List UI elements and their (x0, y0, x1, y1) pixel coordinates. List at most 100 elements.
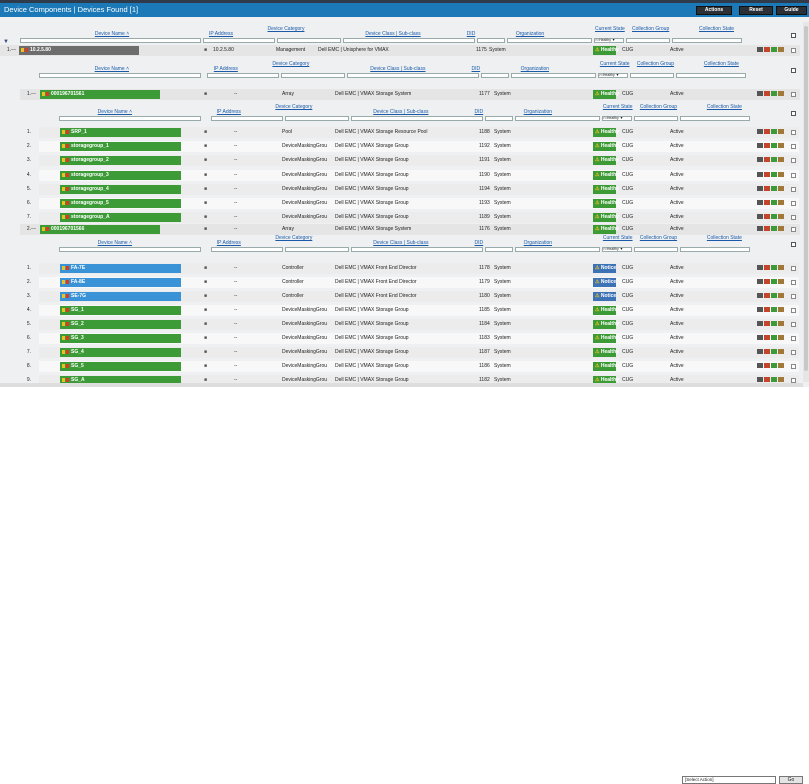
row-action-icons[interactable] (757, 127, 785, 138)
bar-graph-icon[interactable] (66, 157, 69, 162)
filter-input-collection-state[interactable] (672, 38, 742, 43)
col-current-state-header[interactable]: Current State (599, 61, 630, 67)
row-checkbox[interactable] (791, 144, 796, 149)
pencil-icon[interactable] (62, 186, 65, 191)
filter-input-device-class[interactable] (343, 38, 475, 43)
pencil-icon[interactable] (62, 279, 65, 284)
col-organization-header[interactable]: Organization (515, 31, 545, 37)
pencil-icon[interactable] (42, 226, 45, 231)
printer-icon[interactable] (757, 214, 763, 220)
filter-input-ip-address[interactable] (210, 247, 283, 252)
tools-icon[interactable] (764, 279, 770, 285)
printer-icon[interactable] (757, 91, 763, 97)
bar-graph-icon[interactable] (66, 377, 69, 382)
gear-icon[interactable] (778, 91, 784, 97)
device-name-link[interactable]: storagegroup_A (60, 213, 181, 222)
filter-input-device-class[interactable] (350, 116, 483, 121)
printer-icon[interactable] (757, 377, 763, 383)
tag-icon[interactable] (771, 91, 777, 97)
printer-icon[interactable] (757, 279, 763, 285)
col-current-state-header[interactable]: Current State (602, 104, 633, 110)
gear-icon[interactable] (778, 321, 784, 327)
filter-input-device-category[interactable] (280, 73, 345, 78)
col-device-class-header[interactable]: Device Class | Sub-class (370, 66, 426, 72)
gear-icon[interactable] (778, 47, 784, 53)
tools-icon[interactable] (764, 265, 770, 271)
col-collection-state-header[interactable]: Collection State (699, 26, 735, 32)
filter-icon[interactable]: ▼ (3, 39, 9, 45)
select-all-checkbox[interactable] (791, 242, 796, 247)
gear-icon[interactable] (778, 279, 784, 285)
reset-button[interactable]: Reset (739, 6, 773, 15)
tag-icon[interactable] (771, 129, 777, 135)
printer-icon[interactable] (757, 265, 763, 271)
collapse-toggle[interactable]: — (11, 47, 16, 53)
pencil-icon[interactable] (62, 157, 65, 162)
device-name-link[interactable]: SG_2 (60, 320, 181, 329)
horizontal-scrollbar[interactable] (0, 383, 803, 387)
filter-input-collection-group[interactable] (626, 38, 670, 43)
bar-graph-icon[interactable] (66, 143, 69, 148)
row-action-icons[interactable] (757, 333, 785, 344)
pencil-icon[interactable] (62, 214, 65, 219)
tag-icon[interactable] (771, 186, 777, 192)
filter-input-collection-group[interactable] (633, 116, 678, 121)
tag-icon[interactable] (771, 279, 777, 285)
tools-icon[interactable] (764, 129, 770, 135)
printer-icon[interactable] (757, 172, 763, 178)
tag-icon[interactable] (771, 349, 777, 355)
row-action-icons[interactable] (757, 184, 785, 195)
pencil-icon[interactable] (62, 293, 65, 298)
printer-icon[interactable] (757, 335, 763, 341)
printer-icon[interactable] (757, 293, 763, 299)
pencil-icon[interactable] (62, 335, 65, 340)
col-collection-group-header[interactable]: Collection Group (639, 104, 678, 110)
tag-icon[interactable] (771, 335, 777, 341)
pencil-icon[interactable] (62, 143, 65, 148)
tools-icon[interactable] (764, 293, 770, 299)
tools-icon[interactable] (764, 363, 770, 369)
filter-input-did[interactable] (477, 38, 505, 43)
bar-graph-icon[interactable] (66, 363, 69, 368)
tag-icon[interactable] (771, 157, 777, 163)
device-name-link[interactable]: 000196701566 (40, 225, 160, 234)
row-checkbox[interactable] (791, 322, 796, 327)
col-collection-state-header[interactable]: Collection State (706, 235, 742, 241)
col-device-category-header[interactable]: Device Category (275, 104, 313, 110)
printer-icon[interactable] (757, 186, 763, 192)
filter-input-current-state[interactable]: >=Healthy ▼ (601, 116, 632, 121)
col-current-state-header[interactable]: Current State (602, 235, 633, 241)
filter-input-device-class[interactable] (346, 73, 479, 78)
printer-icon[interactable] (757, 200, 763, 206)
row-action-icons[interactable] (757, 291, 785, 302)
tools-icon[interactable] (764, 214, 770, 220)
col-device-class-header[interactable]: Device Class | Sub-class (365, 31, 421, 37)
row-checkbox[interactable] (791, 266, 796, 271)
pencil-icon[interactable] (62, 265, 65, 270)
bar-graph-icon[interactable] (66, 172, 69, 177)
col-device-name-header[interactable]: Device Name ˄ (97, 109, 132, 115)
select-all-checkbox[interactable] (791, 33, 796, 38)
printer-icon[interactable] (757, 129, 763, 135)
guide-button[interactable]: Guide (776, 6, 807, 15)
gear-icon[interactable] (778, 186, 784, 192)
printer-icon[interactable] (757, 157, 763, 163)
scroll-thumb[interactable] (804, 26, 808, 371)
filter-input-did[interactable] (484, 247, 513, 252)
filter-input-organization[interactable] (514, 247, 600, 252)
row-checkbox[interactable] (791, 364, 796, 369)
filter-input-device-class[interactable] (350, 247, 483, 252)
actions-button[interactable]: Actions (696, 6, 732, 15)
tools-icon[interactable] (764, 47, 770, 53)
col-device-category-header[interactable]: Device Category (267, 26, 305, 32)
filter-input-organization[interactable] (507, 38, 592, 43)
bar-graph-icon[interactable] (66, 321, 69, 326)
col-did-header[interactable]: DID (474, 240, 484, 246)
gear-icon[interactable] (778, 307, 784, 313)
row-action-icons[interactable] (757, 198, 785, 209)
col-did-header[interactable]: DID (466, 31, 476, 37)
tag-icon[interactable] (771, 200, 777, 206)
tools-icon[interactable] (764, 307, 770, 313)
bar-graph-icon[interactable] (25, 47, 28, 52)
gear-icon[interactable] (778, 293, 784, 299)
